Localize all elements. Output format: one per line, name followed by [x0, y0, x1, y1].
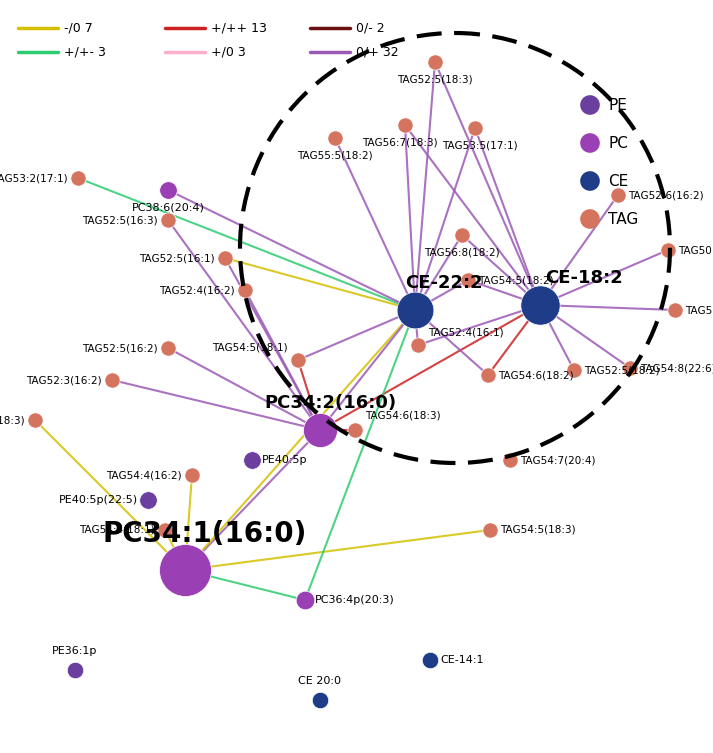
Text: PC: PC	[608, 136, 628, 151]
Text: TAG52:5(16:2): TAG52:5(16:2)	[83, 343, 158, 353]
Text: CE-18:2: CE-18:2	[545, 269, 622, 287]
Text: TAG52:3(16:2): TAG52:3(16:2)	[26, 375, 102, 385]
Point	[484, 524, 496, 536]
Point	[163, 214, 174, 226]
Point	[469, 122, 481, 134]
Text: PE40:5p(22:5): PE40:5p(22:5)	[59, 495, 138, 505]
Point	[220, 252, 231, 264]
Point	[163, 342, 174, 354]
Text: CE 20:0: CE 20:0	[299, 676, 342, 686]
Text: 0/- 2: 0/- 2	[356, 22, 384, 35]
Text: TAG54:6(18:3): TAG54:6(18:3)	[365, 410, 441, 420]
Text: TAG53:2(17:1): TAG53:2(17:1)	[0, 173, 68, 183]
Point	[69, 664, 81, 676]
Point	[429, 56, 441, 68]
Text: PC36:4p(20:3): PC36:4p(20:3)	[315, 595, 395, 605]
Point	[534, 299, 545, 311]
Point	[584, 213, 595, 225]
Point	[299, 594, 311, 606]
Point	[584, 175, 595, 187]
Text: TAG58:7(22:5): TAG58:7(22:5)	[685, 305, 713, 315]
Text: +/+- 3: +/+- 3	[64, 45, 106, 59]
Point	[240, 284, 251, 296]
Point	[292, 354, 304, 366]
Text: TAG54:7(20:4): TAG54:7(20:4)	[520, 455, 595, 465]
Text: PE36:1p: PE36:1p	[52, 646, 98, 656]
Text: TAG52:4(16:1): TAG52:4(16:1)	[428, 327, 503, 337]
Point	[625, 362, 636, 374]
Point	[399, 119, 411, 131]
Text: TAG54:5(18:1): TAG54:5(18:1)	[212, 342, 288, 352]
Text: TAG54:4(18:1): TAG54:4(18:1)	[79, 525, 155, 535]
Text: TAG56:8(18:2): TAG56:8(18:2)	[424, 247, 500, 257]
Text: PE: PE	[608, 97, 627, 112]
Point	[314, 694, 326, 706]
Point	[482, 369, 493, 381]
Text: TAG52:5(16:3): TAG52:5(16:3)	[83, 215, 158, 225]
Point	[106, 374, 118, 386]
Text: TAG52:5(18:2): TAG52:5(18:2)	[584, 365, 660, 375]
Text: CE: CE	[608, 173, 628, 188]
Text: TAG54:4(18:3): TAG54:4(18:3)	[0, 415, 25, 425]
Text: CE-22:2: CE-22:2	[405, 274, 483, 292]
Text: TAG52:5(18:3): TAG52:5(18:3)	[397, 74, 473, 84]
Text: 0/+ 32: 0/+ 32	[356, 45, 399, 59]
Text: TAG56:7(18:3): TAG56:7(18:3)	[362, 137, 438, 147]
Text: PC34:2(16:0): PC34:2(16:0)	[264, 394, 396, 412]
Point	[314, 424, 326, 436]
Text: TAG54:5(18:2): TAG54:5(18:2)	[478, 275, 553, 285]
Text: PC34:1(16:0): PC34:1(16:0)	[103, 520, 307, 548]
Text: TAG: TAG	[608, 212, 638, 227]
Text: +/++ 13: +/++ 13	[211, 22, 267, 35]
Point	[456, 229, 468, 241]
Text: +/0 3: +/0 3	[211, 45, 246, 59]
Point	[612, 189, 624, 201]
Text: TAG53:5(17:1): TAG53:5(17:1)	[442, 140, 518, 150]
Text: -/0 7: -/0 7	[64, 22, 93, 35]
Point	[163, 184, 174, 196]
Text: TAG54:8(22:6): TAG54:8(22:6)	[640, 363, 713, 373]
Point	[670, 304, 681, 316]
Point	[662, 244, 674, 256]
Text: TAG52:4(16:2): TAG52:4(16:2)	[160, 285, 235, 295]
Point	[409, 304, 421, 316]
Point	[29, 414, 41, 426]
Text: PC38:6(20:4): PC38:6(20:4)	[132, 202, 205, 212]
Point	[159, 524, 170, 536]
Point	[329, 132, 341, 144]
Point	[186, 469, 198, 481]
Point	[246, 454, 257, 466]
Point	[462, 274, 473, 286]
Text: TAG54:4(16:2): TAG54:4(16:2)	[106, 470, 182, 480]
Point	[72, 172, 83, 184]
Text: TAG50:4(16:2): TAG50:4(16:2)	[678, 245, 713, 255]
Point	[424, 654, 436, 666]
Point	[584, 137, 595, 149]
Text: CE-14:1: CE-14:1	[440, 655, 483, 665]
Text: TAG55:5(18:2): TAG55:5(18:2)	[297, 150, 373, 160]
Point	[143, 494, 154, 506]
Point	[584, 99, 595, 111]
Point	[179, 564, 190, 576]
Text: TAG54:5(18:3): TAG54:5(18:3)	[500, 525, 575, 535]
Point	[568, 364, 580, 376]
Text: TAG52:5(16:1): TAG52:5(16:1)	[139, 253, 215, 263]
Point	[349, 424, 361, 436]
Text: TAG52:6(16:2): TAG52:6(16:2)	[628, 190, 704, 200]
Point	[504, 454, 515, 466]
Text: TAG54:6(18:2): TAG54:6(18:2)	[498, 370, 574, 380]
Text: PE40:5p: PE40:5p	[262, 455, 307, 465]
Point	[412, 339, 424, 351]
